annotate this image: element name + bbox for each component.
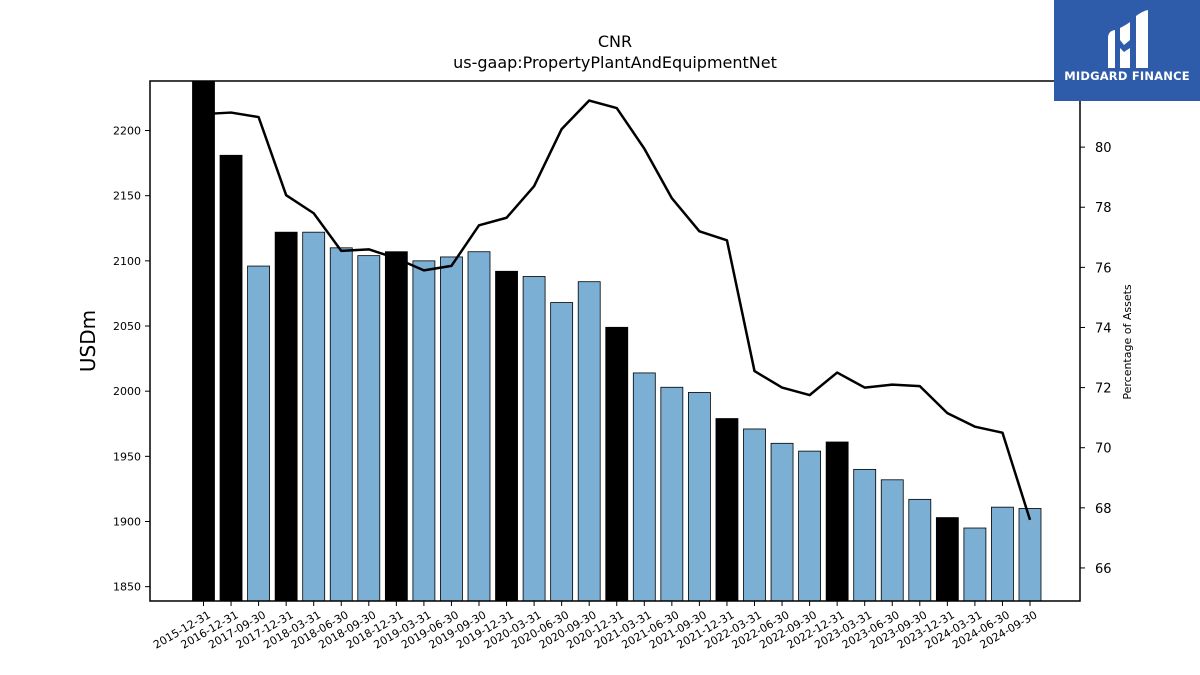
y-tick-label: 1950	[113, 450, 141, 463]
y-right-axis-label: Percentage of Assets	[1121, 284, 1134, 400]
y-tick-label: 2000	[113, 385, 141, 398]
bar-2016-12-31	[219, 154, 243, 602]
y-tick-label: 2200	[113, 125, 141, 138]
y-right-tick-label: 76	[1095, 261, 1112, 276]
bar-2024-03-31	[963, 527, 987, 602]
y-tick-label: 2050	[113, 320, 141, 333]
bar-2022-12-31	[825, 441, 849, 602]
bar-2018-09-30	[357, 255, 381, 602]
bar-2020-09-30	[577, 281, 601, 602]
y-right-tick-label: 68	[1095, 502, 1112, 517]
y-right-tick-label: 74	[1095, 321, 1112, 336]
plot-frame	[149, 80, 1081, 602]
bar-2021-03-31	[632, 372, 656, 602]
bar-2022-03-31	[743, 428, 766, 602]
percentage-line	[203, 99, 1032, 521]
bar-2023-06-30	[880, 479, 904, 602]
y-axis-label: USDm	[76, 310, 100, 372]
bar-2021-12-31	[715, 418, 739, 602]
bar-2018-06-30	[329, 247, 353, 602]
y-right-tick-label: 78	[1095, 201, 1112, 216]
bar-2017-09-30	[247, 265, 271, 602]
y-right-tick-label: 80	[1095, 141, 1112, 156]
y-right-tick-label: 66	[1095, 562, 1112, 577]
bar-2023-09-30	[908, 498, 932, 602]
logo-text: MIDGARD FINANCE	[1064, 69, 1190, 83]
midgard-finance-logo: MIDGARD FINANCE	[1054, 0, 1200, 101]
bar-2020-12-31	[605, 326, 629, 602]
bar-2019-09-30	[467, 251, 491, 602]
y-tick-label: 1900	[113, 516, 141, 529]
chart-subtitle: us-gaap:PropertyPlantAndEquipmentNet	[453, 53, 777, 72]
y-tick-label: 2100	[113, 255, 141, 268]
y-tick-label: 2150	[113, 190, 141, 203]
bar-2020-03-31	[522, 276, 546, 602]
bar-2019-03-31	[412, 260, 436, 602]
bar-2015-12-31	[192, 80, 215, 602]
bar-2022-06-30	[770, 442, 794, 602]
y-right-tick-label: 72	[1095, 382, 1112, 397]
bar-2024-09-30	[1018, 508, 1042, 602]
bar-2018-12-31	[384, 251, 408, 602]
logo-mark-icon	[1108, 10, 1148, 68]
bar-2017-12-31	[274, 231, 298, 602]
bar-2021-06-30	[660, 386, 684, 602]
bar-2024-06-30	[991, 506, 1014, 602]
bar-2019-06-30	[440, 256, 463, 602]
bar-2021-09-30	[688, 392, 711, 602]
bar-2022-09-30	[798, 450, 821, 602]
chart-title: CNR	[597, 32, 633, 51]
y-tick-label: 1850	[113, 581, 141, 594]
bar-2018-03-31	[302, 231, 326, 602]
bar-2023-12-31	[935, 517, 959, 602]
y-right-tick-label: 70	[1095, 442, 1112, 457]
bar-2023-03-31	[853, 468, 877, 602]
bar-2019-12-31	[495, 270, 518, 602]
bar-2020-06-30	[550, 302, 574, 602]
